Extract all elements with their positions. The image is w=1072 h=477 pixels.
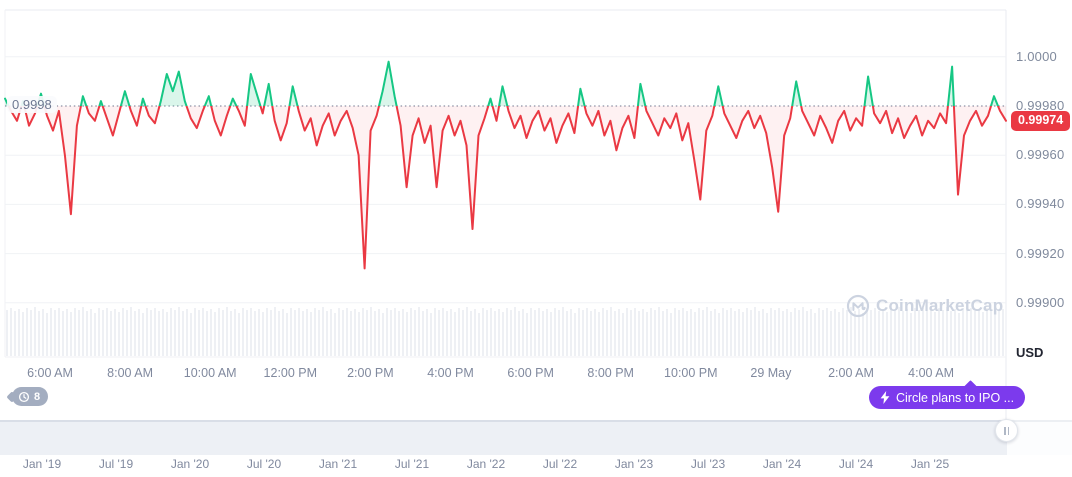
- timeline-tick-label: Jul '24: [838, 457, 874, 471]
- timeline-tick-label: Jul '21: [394, 457, 430, 471]
- timeline-tick-label: Jul '22: [542, 457, 578, 471]
- timeline-selected-range[interactable]: [0, 420, 1007, 455]
- news-event-label: Circle plans to IPO ...: [896, 390, 1015, 405]
- xaxis-tick-label: 12:00 PM: [263, 366, 318, 380]
- timeline-scrubber[interactable]: [0, 419, 1072, 455]
- xaxis-tick-label: 4:00 AM: [908, 366, 955, 380]
- timeline-unselected-range[interactable]: [1007, 420, 1072, 455]
- timeline-tick-label: Jan '25: [910, 457, 950, 471]
- timeline-tick-label: Jan '24: [762, 457, 802, 471]
- baseline-price-label: 0.9998: [7, 96, 57, 113]
- yaxis-tick-label: 1.0000: [1016, 48, 1057, 64]
- yaxis-tick-label: 0.99960: [1016, 147, 1065, 163]
- watermark-text: CoinMarketCap: [876, 296, 1004, 315]
- yaxis-unit-label: USD: [1016, 345, 1044, 360]
- yaxis-tick-label: 0.99900: [1016, 294, 1065, 310]
- timeline-tick-label: Jan '23: [614, 457, 654, 471]
- xaxis-tick-label: 8:00 PM: [587, 366, 634, 380]
- yaxis-tick-label: 0.99940: [1016, 196, 1065, 212]
- coinmarketcap-logo-icon: [846, 294, 870, 318]
- timeline-tick-label: Jan '19: [22, 457, 62, 471]
- timeline-tick-label: Jan '20: [170, 457, 210, 471]
- timeline-drag-handle[interactable]: [995, 419, 1018, 442]
- xaxis-tick-label: 10:00 PM: [664, 366, 718, 380]
- history-events-badge[interactable]: 8: [12, 387, 49, 406]
- current-price-badge: 0.99974: [1011, 111, 1071, 131]
- xaxis-tick-label: 6:00 PM: [507, 366, 554, 380]
- lightning-icon: [880, 391, 890, 404]
- xaxis-tick-label: 2:00 PM: [347, 366, 394, 380]
- history-clock-icon: [18, 391, 30, 402]
- timeline-tick-label: Jul '20: [246, 457, 282, 471]
- timeline-tick-label: Jan '22: [466, 457, 506, 471]
- xaxis-tick-label: 29 May: [750, 366, 792, 380]
- xaxis-tick-label: 10:00 AM: [183, 366, 237, 380]
- history-count: 8: [34, 390, 41, 403]
- timeline-tick-label: Jul '19: [98, 457, 134, 471]
- news-event-badge[interactable]: Circle plans to IPO ...: [869, 386, 1026, 409]
- timeline-tick-label: Jan '21: [318, 457, 358, 471]
- timeline-tick-label: Jul '23: [690, 457, 726, 471]
- xaxis-tick-label: 2:00 AM: [828, 366, 874, 380]
- xaxis-tick-label: 4:00 PM: [427, 366, 474, 380]
- xaxis-tick-label: 8:00 AM: [107, 366, 154, 380]
- coinmarketcap-watermark: CoinMarketCap: [846, 294, 1003, 318]
- xaxis-tick-label: 6:00 AM: [27, 366, 73, 380]
- yaxis-tick-label: 0.99920: [1016, 245, 1065, 261]
- yaxis-tick-label: 0.99980: [1016, 98, 1065, 113]
